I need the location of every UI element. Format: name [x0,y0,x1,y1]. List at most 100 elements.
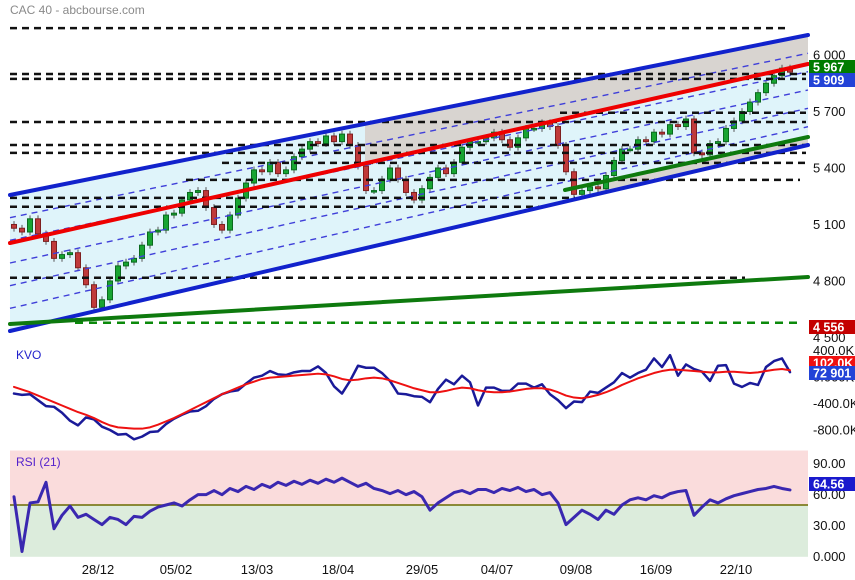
rsi-axis-label: 30.00 [813,518,846,533]
candle-body [59,254,65,259]
page-title: CAC 40 - abcbourse.com [10,3,145,17]
rsi-panel-title: RSI (21) [16,455,61,469]
candle-body [283,169,289,175]
candle-body [251,169,257,184]
price-axis-label: 5 400 [813,160,846,175]
date-axis-label: 18/04 [322,562,355,577]
candle-body [323,135,329,145]
candle-body [67,252,73,256]
upper-channel-line [8,33,810,197]
candle-body [187,191,193,201]
candle-body [259,169,265,173]
candle-body [91,284,97,308]
candle-body [123,261,129,267]
candle-body [579,190,585,195]
candle-body [523,127,529,139]
candle-body [363,165,369,192]
price-badge-bg [809,320,855,334]
quartile-dashed-line [9,52,809,219]
candle-body [339,133,345,143]
date-axis-label: 16/09 [640,562,673,577]
candle-body [659,131,665,135]
candle-body [11,223,17,229]
price-badge: 5 967 [813,61,844,75]
kvo-badge-bg [809,366,855,380]
candle-body [555,126,561,146]
short-green-trendline [563,135,810,192]
long-green-trendline [8,275,810,326]
price-badge: 4 556 [813,321,844,335]
price-axis-label: 4 800 [813,273,846,288]
rsi-axis-label: 0.000 [813,549,846,564]
price-axis-label: 6 000 [813,48,846,63]
candle-body [171,212,177,216]
candle-body [747,101,753,112]
quartile-dashed-line [9,89,809,264]
price-axis-label: 5 700 [813,104,846,119]
candle-body [403,178,409,193]
candle-body [227,214,233,231]
candle-body [675,124,681,128]
candle-body [667,124,673,135]
candle-body [75,252,81,269]
kvo-axis-label: -800.0K [813,423,855,438]
candle-body [459,146,465,163]
candle-body [587,186,593,192]
candle-body [755,92,761,103]
candle-body [595,186,601,190]
price-badge-bg [809,73,855,87]
candle-body [219,223,225,231]
candle-body [627,148,633,152]
candle-body [83,267,89,286]
rsi-line [12,476,792,553]
candle-body [195,190,201,193]
date-axis-label: 28/12 [82,562,115,577]
candle-body [515,137,521,148]
date-axis-label: 13/03 [241,562,274,577]
kvo-axis-label: -400.0K [813,396,855,411]
candle-body [715,141,721,145]
candle-body [115,265,121,282]
candle-body [691,118,697,154]
rsi-badge-bg [809,477,855,491]
candle-body [395,167,401,180]
candle-body [51,240,57,259]
candle-body [507,139,513,148]
kvo-panel-title: KVO [16,348,41,362]
price-badge-bg [809,60,855,74]
rsi-overbought-zone [10,450,808,505]
rsi-axis-label: 90.00 [813,456,846,471]
candle-body [35,218,41,235]
date-axis-label: 05/02 [160,562,193,577]
candle-body [643,139,649,143]
candle-body [571,171,577,195]
candle-body [315,141,321,145]
candle-body [147,231,153,246]
kvo-signal-line [13,368,791,430]
price-axis-label: 5 100 [813,217,846,232]
candle-body [611,159,617,177]
candle-body [443,167,449,175]
candle-body [619,148,625,161]
candle-body [155,229,161,233]
median-red-line [8,62,810,245]
kvo-line [12,353,792,441]
date-axis-label: 29/05 [406,562,439,577]
candle-body [107,280,113,301]
candle-body [19,227,25,233]
candle-body [763,82,769,94]
candle-body [563,144,569,173]
date-axis-label: 04/07 [481,562,514,577]
candle-body [651,131,657,143]
candle-body [427,176,433,190]
kvo-axis-label: 400.0K [813,343,855,358]
price-badge: 5 909 [813,74,844,88]
candle-body [275,161,281,175]
kvo-badge: 72 901 [813,367,851,381]
candle-body [99,299,105,308]
candle-body [331,135,337,143]
rsi-oversold-zone [10,505,808,557]
candle-body [371,190,377,193]
